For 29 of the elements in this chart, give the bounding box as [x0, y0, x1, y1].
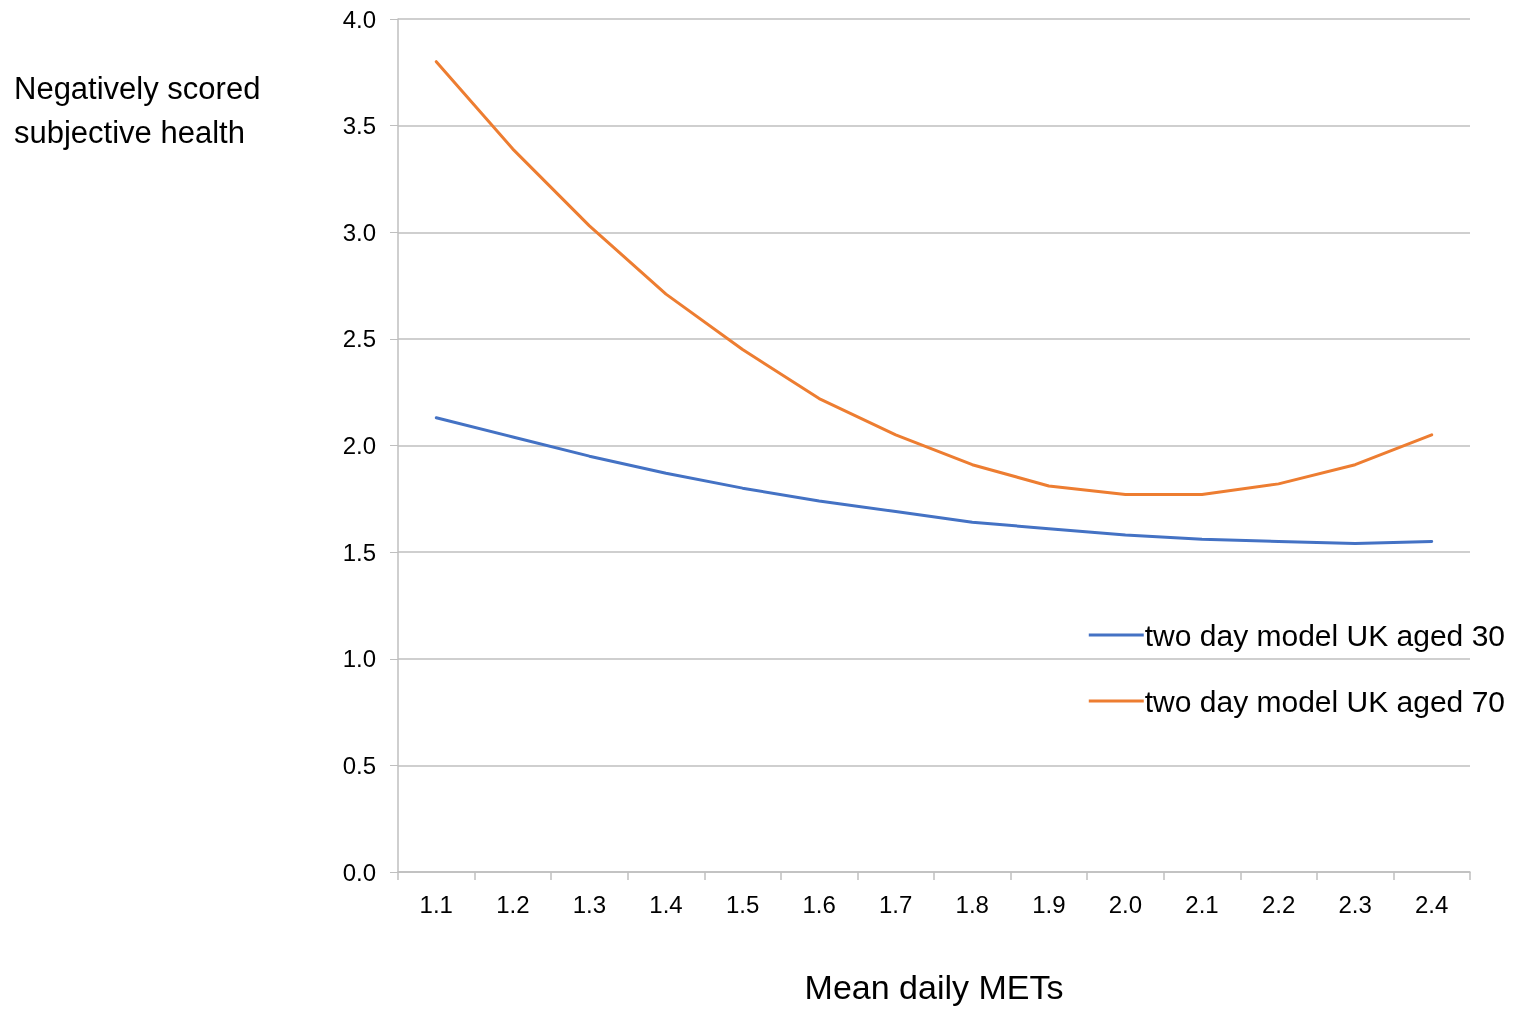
x-tick-label: 1.5: [725, 890, 760, 918]
y-tick-label: 2.0: [342, 432, 376, 459]
x-tick-label: 2.1: [1185, 890, 1219, 918]
x-tick-label: 2.4: [1415, 890, 1449, 918]
x-tick-label: 1.1: [419, 890, 453, 918]
x-tick-label: 1.4: [649, 890, 683, 918]
x-axis-title: Mean daily METs: [804, 968, 1064, 1006]
x-tick-label: 2.3: [1338, 890, 1372, 918]
y-tick-label: 3.5: [342, 112, 376, 140]
x-tick-label: 1.7: [879, 890, 913, 918]
line-series: [434, 60, 1434, 497]
y-tick-label: 0.5: [342, 751, 376, 779]
y-tick-label: 4.0: [342, 5, 376, 33]
x-tick-label: 2.2: [1261, 890, 1296, 918]
x-tick-label: 2.0: [1108, 890, 1143, 918]
legend-label: two day model UK aged 70: [1144, 684, 1506, 718]
y-tick-label: 0.0: [342, 858, 376, 886]
y-tick-label: 3.0: [342, 218, 376, 246]
y-tick-label: 1.5: [342, 538, 376, 566]
line-series: [434, 416, 1434, 546]
x-tick-label: 1.8: [955, 890, 989, 918]
x-tick-label: 1.9: [1032, 890, 1066, 918]
y-axis-title: Negatively scored subjective health: [14, 70, 270, 150]
y-tick-label: 2.5: [342, 325, 376, 353]
legend-label: two day model UK aged 30: [1144, 618, 1506, 652]
x-tick-label: 1.3: [572, 890, 607, 918]
x-tick-label: 1.6: [802, 890, 836, 918]
x-tick-label: 1.2: [496, 890, 530, 918]
y-tick-label: 1.0: [342, 645, 376, 673]
